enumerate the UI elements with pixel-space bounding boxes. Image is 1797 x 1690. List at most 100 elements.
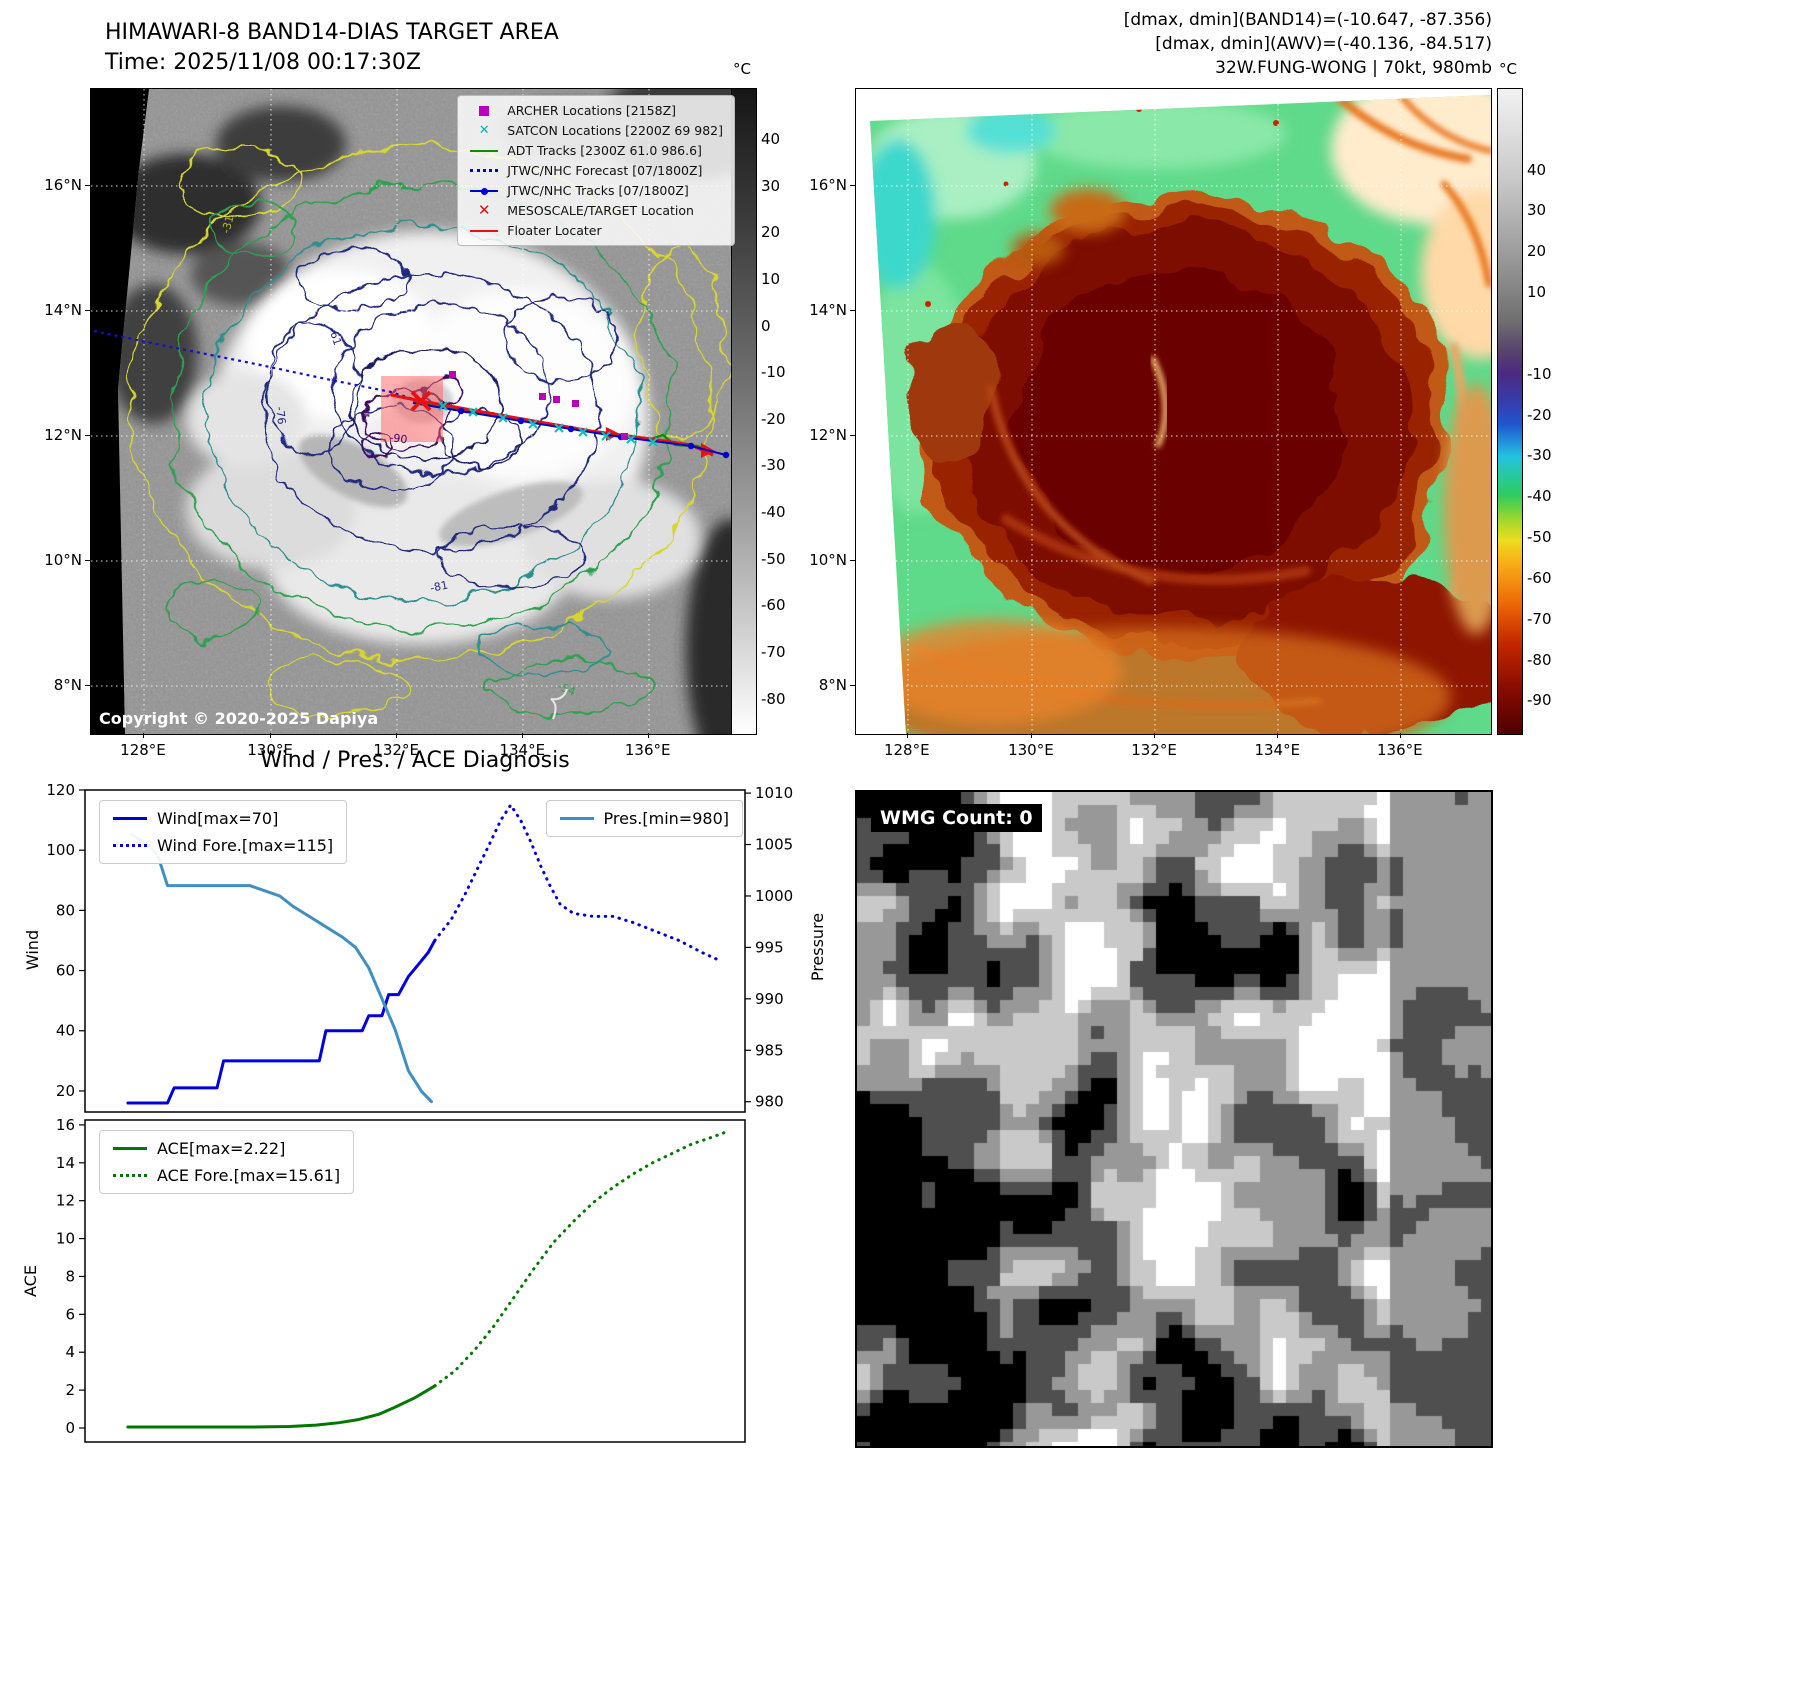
colorbar-tick: -60 <box>1527 568 1552 587</box>
lon-label: 132°E <box>373 741 419 759</box>
legend-label: JTWC/NHC Tracks [07/1800Z] <box>507 183 689 198</box>
lon-tick <box>906 733 908 738</box>
contour-label: -76 <box>273 406 288 425</box>
svg-text:1005: 1005 <box>755 836 793 854</box>
legend-forecast: JTWC/NHC Forecast [07/1800Z] <box>469 163 723 178</box>
legend-label: SATCON Locations [2200Z 69 982] <box>507 123 723 138</box>
lat-label: 14°N <box>44 300 82 319</box>
header-line-band14: [dmax, dmin](BAND14)=(-10.647, -87.356) <box>1123 10 1492 30</box>
lon-tick <box>396 733 398 738</box>
wind-legend: Wind[max=70] Wind Fore.[max=115] <box>99 800 348 864</box>
legend-label: MESOSCALE/TARGET Location <box>507 203 694 218</box>
svg-text:4: 4 <box>65 1343 75 1361</box>
lat-tick <box>850 560 855 562</box>
lat-label: 10°N <box>44 551 82 570</box>
lat-tick <box>850 184 855 186</box>
colorbar-tick: -50 <box>761 549 786 568</box>
svg-text:2: 2 <box>65 1381 75 1399</box>
wmg-image <box>857 792 1491 1446</box>
legend-label: JTWC/NHC Forecast [07/1800Z] <box>507 163 703 178</box>
svg-text:12: 12 <box>56 1192 75 1210</box>
jtwc-forecast-track <box>93 329 414 401</box>
lon-label: 136°E <box>1377 741 1423 759</box>
lat-tick <box>85 435 90 436</box>
svg-text:40: 40 <box>56 1022 75 1040</box>
lat-label: 16°N <box>809 175 847 194</box>
band14-colorbar-unit: °C <box>733 60 751 78</box>
colorbar-tick: -20 <box>1527 405 1552 424</box>
lat-label: 12°N <box>44 426 82 444</box>
eye-feature <box>1149 355 1168 449</box>
lon-tick <box>1154 733 1156 738</box>
wmg-panel: WMG Count: 0 <box>855 790 1493 1448</box>
legend-label: Wind[max=70] <box>157 809 279 828</box>
header-line-storm: 32W.FUNG-WONG | 70kt, 980mb <box>1215 58 1492 78</box>
pressure-line-icon <box>559 817 594 820</box>
pressure-legend: Pres.[min=980] <box>545 800 743 837</box>
lat-tick <box>85 309 90 311</box>
floater-line-icon <box>470 229 499 232</box>
ace-forecast-dotted-icon <box>113 1174 147 1177</box>
svg-text:985: 985 <box>755 1041 784 1059</box>
awv-header: [dmax, dmin](BAND14)=(-10.647, -87.356) … <box>1000 8 1492 80</box>
svg-text:1000: 1000 <box>755 887 793 905</box>
colorbar-tick: 30 <box>761 176 781 195</box>
svg-text:60: 60 <box>56 962 75 980</box>
svg-text:8: 8 <box>65 1267 75 1285</box>
legend-jtwc-track: JTWC/NHC Tracks [07/1800Z] <box>469 183 723 198</box>
lon-tick <box>1277 733 1279 738</box>
lat-label: 8°N <box>53 676 82 695</box>
svg-text:16: 16 <box>56 1116 75 1134</box>
colorbar-tick: -10 <box>761 363 786 382</box>
lon-tick <box>270 733 272 738</box>
track-arrow-icon <box>606 427 620 441</box>
satcon-markers <box>438 401 658 447</box>
ace-legend: ACE[max=2.22] ACE Fore.[max=15.61] <box>99 1130 355 1194</box>
lon-label: 128°E <box>883 741 930 759</box>
contour-label: -61 <box>326 326 344 347</box>
lon-tick <box>1030 733 1032 738</box>
awv-colorbar <box>1497 88 1523 735</box>
lat-tick <box>850 685 855 687</box>
legend-label: ARCHER Locations [2158Z] <box>507 103 677 118</box>
wind-line-icon <box>113 817 147 820</box>
outflow-bands <box>870 189 1491 734</box>
archer-square-icon <box>479 105 490 116</box>
outer-contours <box>130 144 726 716</box>
colorbar-tick: -90 <box>1527 691 1552 710</box>
wind-pressure-chart: 20 40 60 80 100 120 980 985 990 995 1000 1005 1010 W… <box>46 781 793 1113</box>
svg-text:120: 120 <box>46 781 75 799</box>
lon-label: 132°E <box>1131 741 1177 759</box>
ace-line-icon <box>113 1147 147 1150</box>
lon-label: 136°E <box>624 741 671 759</box>
header-line-awv: [dmax, dmin](AWV)=(-40.136, -84.517) <box>1155 34 1492 54</box>
colorbar-tick: -10 <box>1527 364 1552 383</box>
legend-pressure: Pres.[min=980] <box>559 809 729 828</box>
svg-text:100: 100 <box>46 841 75 859</box>
lat-tick <box>85 560 90 562</box>
legend-label: ACE Fore.[max=15.61] <box>157 1166 341 1185</box>
adt-line-icon <box>470 149 499 152</box>
lat-label: 16°N <box>44 175 82 194</box>
lat-tick <box>85 685 90 687</box>
floater-glyph <box>550 688 568 720</box>
legend-mesoscale: ✕ MESOSCALE/TARGET Location <box>469 203 723 219</box>
legend-label: Pres.[min=980] <box>603 809 729 828</box>
ace-chart: 0 2 4 6 8 10 12 14 16 ACE[max=2.22] ACE Fore.[ma… <box>56 1116 746 1443</box>
colorbar-tick: 20 <box>761 223 781 242</box>
lon-tick <box>522 733 524 738</box>
svg-text:995: 995 <box>755 938 784 956</box>
svg-text:0: 0 <box>65 1419 75 1437</box>
colorbar-tick: -40 <box>1527 487 1552 506</box>
lon-tick <box>1399 733 1401 738</box>
forecast-dotted-icon <box>470 169 499 172</box>
colorbar-tick: -40 <box>761 503 786 522</box>
band14-colorbar <box>731 88 757 735</box>
jtwc-track-points <box>457 407 730 459</box>
colorbar-tick: -60 <box>761 596 786 615</box>
lon-tick <box>142 733 144 738</box>
lat-label: 8°N <box>818 676 847 695</box>
ace-plot: 0 2 4 6 8 10 12 14 16 <box>56 1116 746 1443</box>
satcon-x-icon: ✕ <box>478 123 490 138</box>
